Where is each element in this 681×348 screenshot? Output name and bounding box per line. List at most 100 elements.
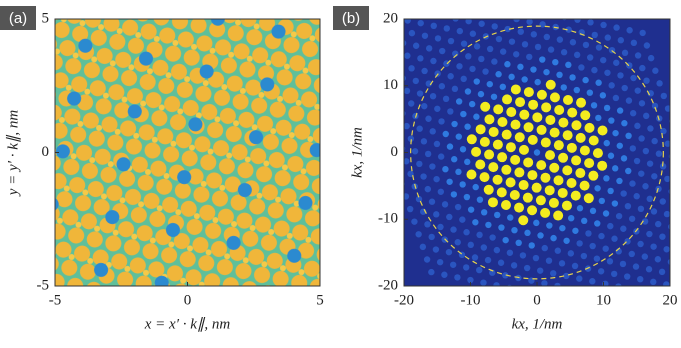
spot — [576, 97, 587, 108]
spot — [416, 160, 423, 168]
spot — [430, 57, 437, 65]
spot — [576, 275, 583, 282]
spot — [628, 215, 636, 222]
spot — [493, 104, 504, 115]
spot — [510, 262, 518, 269]
spot — [616, 142, 623, 149]
spot — [545, 150, 556, 161]
spot — [594, 185, 601, 192]
x-tick-label: 20 — [663, 292, 678, 308]
spot — [404, 110, 406, 117]
spot — [639, 29, 646, 37]
spot — [437, 223, 444, 231]
spot — [420, 173, 427, 180]
spot — [620, 225, 627, 232]
spot — [460, 40, 468, 47]
spot — [521, 41, 529, 48]
spot — [502, 236, 509, 244]
spot — [412, 42, 420, 49]
spot — [668, 188, 670, 195]
spot — [425, 45, 433, 52]
spot — [487, 197, 498, 208]
boundary-circle — [410, 25, 664, 280]
spot — [607, 222, 614, 230]
spot — [604, 34, 611, 41]
spot — [501, 199, 512, 210]
spot — [443, 25, 450, 32]
spot — [519, 109, 530, 120]
spot — [541, 244, 548, 252]
spot — [558, 152, 569, 163]
spot — [472, 219, 479, 226]
spot — [434, 105, 441, 112]
spot — [571, 262, 579, 270]
spot — [558, 117, 569, 128]
spot — [603, 175, 610, 182]
spot — [654, 220, 662, 228]
spot — [497, 259, 505, 266]
spot — [463, 264, 470, 271]
spot — [589, 207, 597, 215]
spot — [664, 105, 670, 112]
spot — [467, 241, 474, 249]
spot — [533, 219, 540, 227]
spot — [651, 173, 658, 180]
spot — [591, 31, 598, 39]
spot — [581, 217, 588, 225]
spot — [613, 59, 620, 66]
spot — [471, 254, 479, 261]
spot — [594, 220, 601, 227]
spot — [404, 193, 410, 200]
spot — [576, 205, 584, 212]
spot — [419, 243, 427, 251]
spot — [652, 67, 659, 74]
spot — [598, 232, 605, 240]
spot — [574, 19, 581, 23]
spot — [468, 100, 476, 108]
spot — [521, 76, 528, 83]
x-tick-label: 5 — [316, 292, 324, 308]
spot — [442, 95, 450, 103]
spot — [612, 94, 620, 102]
spot — [572, 227, 579, 234]
spot — [504, 25, 511, 33]
spot — [580, 110, 591, 121]
spot — [578, 64, 585, 71]
spot — [617, 72, 624, 79]
x-axis-label: kx, 1/nm — [512, 316, 563, 332]
spot — [515, 239, 522, 247]
spot — [439, 47, 446, 55]
spot — [553, 210, 564, 221]
spot — [464, 123, 471, 130]
spot — [496, 187, 507, 198]
spot — [647, 125, 654, 132]
spot — [404, 158, 410, 165]
spot — [415, 195, 423, 203]
spot — [506, 249, 514, 256]
spot — [537, 232, 544, 239]
x-tick-label: 0 — [533, 292, 541, 308]
spot — [499, 83, 507, 91]
spot — [599, 92, 607, 99]
spot — [590, 102, 598, 109]
spot — [428, 268, 435, 276]
spot — [536, 160, 547, 171]
spot — [477, 90, 485, 98]
spot — [571, 155, 582, 166]
spot — [523, 264, 531, 272]
spot — [634, 87, 641, 94]
spot — [576, 240, 583, 247]
spot — [480, 279, 487, 286]
spot — [659, 233, 666, 240]
spot — [562, 130, 573, 141]
spot — [629, 145, 637, 152]
spot — [480, 244, 488, 251]
spot — [658, 268, 666, 276]
spot — [499, 48, 507, 55]
spot — [642, 183, 649, 190]
spot — [518, 180, 529, 191]
spot — [432, 246, 440, 253]
spot — [549, 127, 560, 138]
spot — [464, 158, 471, 166]
spot — [554, 247, 561, 254]
